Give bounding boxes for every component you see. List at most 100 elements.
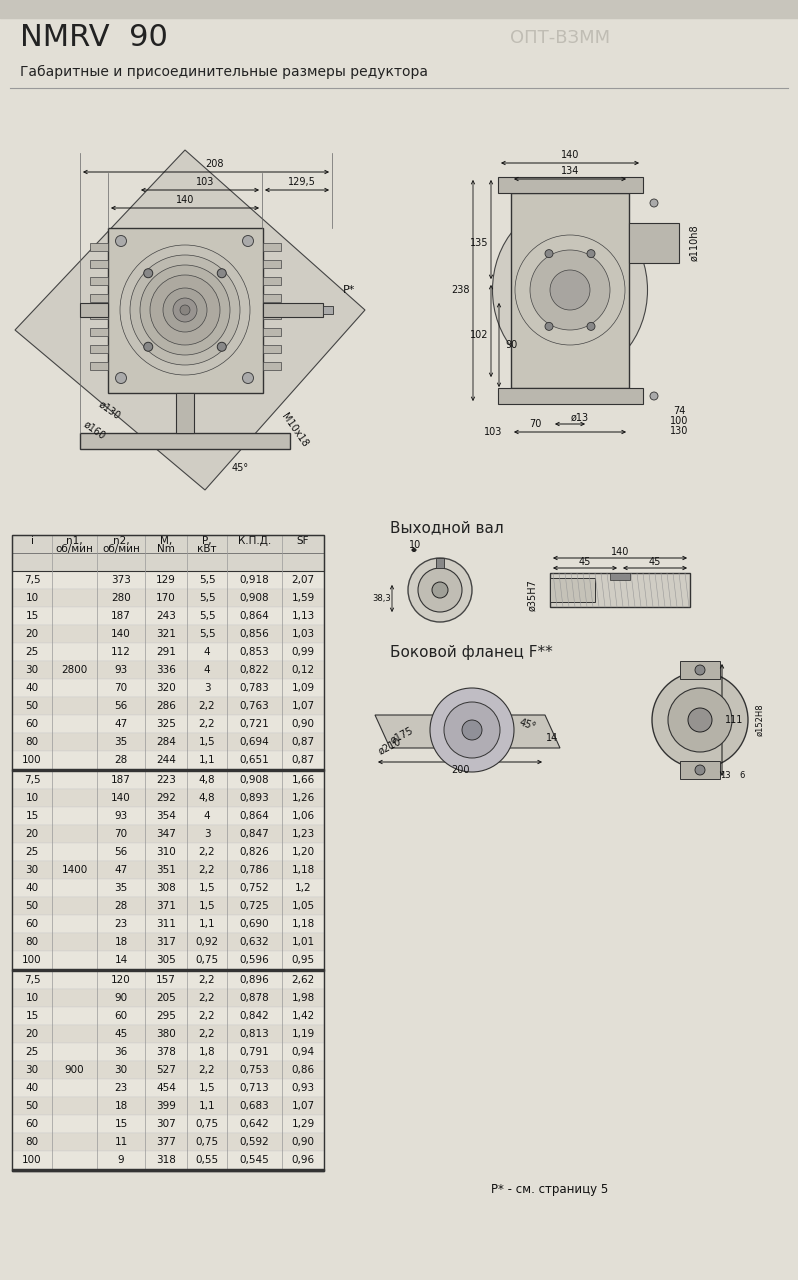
Text: 1,09: 1,09 (291, 684, 314, 692)
Text: 2800: 2800 (61, 666, 88, 675)
Bar (12, 769, 324, 771)
Bar (263, 276, 281, 285)
Ellipse shape (492, 202, 647, 378)
Text: 0,822: 0,822 (239, 666, 270, 675)
Text: 292: 292 (156, 794, 176, 803)
Text: 9: 9 (117, 1155, 124, 1165)
Text: 0,753: 0,753 (239, 1065, 270, 1075)
Bar (80, 433, 290, 449)
Text: ø160: ø160 (82, 419, 108, 442)
Text: 15: 15 (26, 611, 38, 621)
Text: 35: 35 (114, 883, 128, 893)
Text: 45: 45 (114, 1029, 128, 1039)
Bar (90, 346, 108, 353)
Bar (12, 660, 324, 678)
Bar (90, 328, 108, 335)
Text: 47: 47 (114, 719, 128, 730)
Text: об/мин: об/мин (102, 544, 140, 554)
Bar (263, 328, 281, 335)
Text: 10: 10 (409, 540, 421, 550)
Circle shape (173, 298, 197, 323)
Bar (90, 311, 108, 319)
Text: 70: 70 (114, 829, 128, 838)
Bar (629, 223, 679, 262)
Text: 1,66: 1,66 (291, 774, 314, 785)
Text: 1,5: 1,5 (199, 883, 215, 893)
Circle shape (650, 198, 658, 207)
Text: 1,13: 1,13 (291, 611, 314, 621)
Text: 1,01: 1,01 (291, 937, 314, 947)
Text: 0,651: 0,651 (239, 755, 270, 765)
Circle shape (408, 558, 472, 622)
Text: 377: 377 (156, 1137, 176, 1147)
Text: 93: 93 (114, 812, 128, 820)
Text: 0,842: 0,842 (239, 1011, 270, 1021)
Text: 1,98: 1,98 (291, 993, 314, 1004)
Circle shape (550, 270, 590, 310)
Text: 50: 50 (26, 1101, 38, 1111)
Bar (550, 579, 595, 602)
Circle shape (243, 236, 254, 247)
Bar (263, 303, 323, 317)
Circle shape (120, 244, 250, 375)
Text: 1,42: 1,42 (291, 1011, 314, 1021)
Text: 0,90: 0,90 (291, 1137, 314, 1147)
Text: 244: 244 (156, 755, 176, 765)
Text: 0,75: 0,75 (196, 1137, 219, 1147)
Circle shape (444, 701, 500, 758)
Bar (12, 698, 324, 716)
Text: 3: 3 (203, 684, 211, 692)
Text: 45°: 45° (519, 718, 538, 732)
Text: 20: 20 (26, 628, 38, 639)
Bar (90, 260, 108, 268)
Text: Р* - см. страницу 5: Р* - см. страницу 5 (492, 1183, 609, 1196)
Text: кВт: кВт (197, 544, 217, 554)
Text: 70: 70 (529, 419, 541, 429)
Bar (12, 1151, 324, 1169)
Text: 0,783: 0,783 (239, 684, 270, 692)
Circle shape (695, 765, 705, 774)
Bar (12, 535, 324, 571)
Text: 0,918: 0,918 (239, 575, 270, 585)
Bar (90, 243, 108, 251)
Text: 20: 20 (26, 1029, 38, 1039)
Circle shape (140, 265, 230, 355)
Text: 318: 318 (156, 1155, 176, 1165)
Text: 5,5: 5,5 (199, 628, 215, 639)
Text: 243: 243 (156, 611, 176, 621)
Text: 2,2: 2,2 (199, 1065, 215, 1075)
Circle shape (116, 236, 127, 247)
Text: 0,847: 0,847 (239, 829, 270, 838)
Bar (12, 1061, 324, 1079)
Text: 0,908: 0,908 (239, 774, 269, 785)
Bar (12, 1079, 324, 1097)
Bar (12, 806, 324, 826)
Text: 0,791: 0,791 (239, 1047, 270, 1057)
Bar (12, 716, 324, 733)
Circle shape (144, 342, 152, 351)
Text: NMRV  90: NMRV 90 (20, 23, 168, 52)
Text: 7,5: 7,5 (24, 975, 41, 986)
Text: P*: P* (343, 285, 355, 294)
Text: 2,2: 2,2 (199, 701, 215, 710)
Text: 0,55: 0,55 (196, 1155, 219, 1165)
Text: 0,908: 0,908 (239, 593, 269, 603)
Text: 30: 30 (26, 1065, 38, 1075)
Text: ø210: ø210 (377, 736, 403, 756)
Bar (12, 897, 324, 915)
Text: 1,5: 1,5 (199, 1083, 215, 1093)
Text: 103: 103 (484, 428, 502, 436)
Text: 317: 317 (156, 937, 176, 947)
Text: 18: 18 (114, 937, 128, 947)
Text: 56: 56 (114, 847, 128, 858)
Text: 325: 325 (156, 719, 176, 730)
Text: 0,864: 0,864 (239, 812, 270, 820)
Text: 60: 60 (26, 919, 38, 929)
Circle shape (515, 236, 625, 346)
Text: 100: 100 (670, 416, 688, 426)
Circle shape (150, 275, 220, 346)
Polygon shape (375, 716, 560, 748)
Bar (12, 972, 324, 989)
Text: 1,1: 1,1 (199, 1101, 215, 1111)
Text: 0,87: 0,87 (291, 737, 314, 748)
